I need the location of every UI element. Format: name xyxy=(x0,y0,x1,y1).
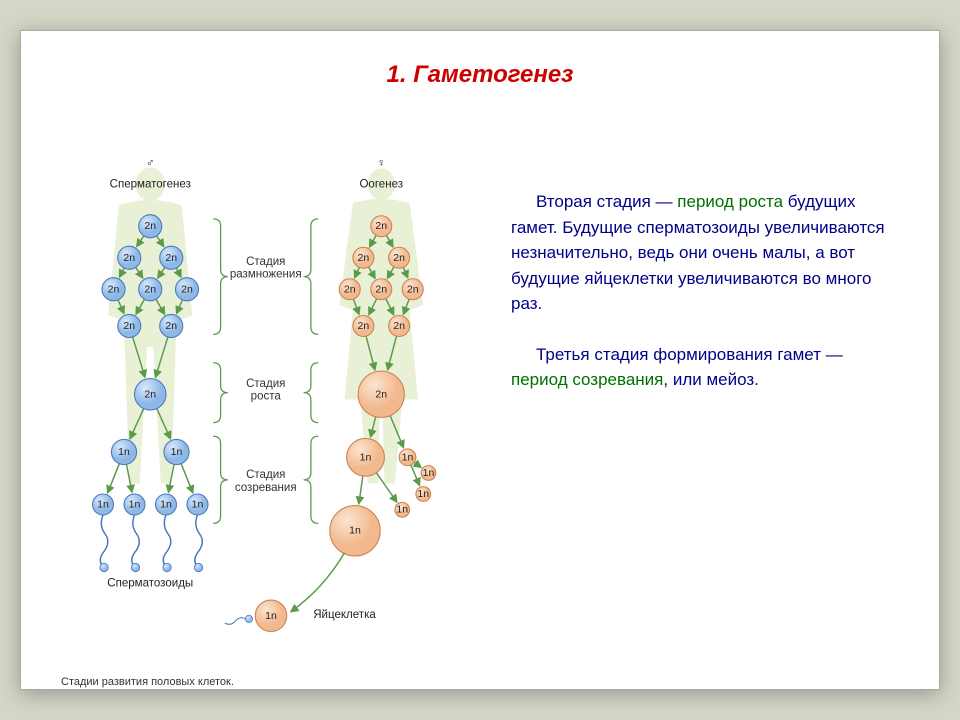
page-title: 1. Гаметогенез xyxy=(61,61,899,89)
svg-text:Стадия: Стадия xyxy=(246,256,285,268)
svg-text:1n: 1n xyxy=(349,525,361,537)
svg-text:2n: 2n xyxy=(344,283,356,295)
svg-text:1n: 1n xyxy=(160,499,172,511)
svg-text:роста: роста xyxy=(251,391,282,403)
svg-text:2n: 2n xyxy=(358,320,370,332)
svg-text:1n: 1n xyxy=(97,499,109,511)
svg-text:Яйцеклетка: Яйцеклетка xyxy=(313,609,376,621)
p1-highlight: период роста xyxy=(677,192,783,211)
svg-text:2n: 2n xyxy=(108,283,120,295)
svg-text:1n: 1n xyxy=(402,451,414,463)
svg-text:2n: 2n xyxy=(144,388,156,400)
svg-text:2n: 2n xyxy=(393,320,405,332)
p2-highlight: период созревания xyxy=(511,370,663,389)
svg-text:1n: 1n xyxy=(417,488,429,500)
svg-text:размножения: размножения xyxy=(230,269,302,281)
p2-post: , или мейоз. xyxy=(663,370,759,389)
svg-text:2n: 2n xyxy=(407,283,419,295)
svg-text:2n: 2n xyxy=(375,220,387,232)
svg-text:2n: 2n xyxy=(181,283,193,295)
svg-text:Стадия: Стадия xyxy=(246,378,285,390)
svg-text:2n: 2n xyxy=(165,252,177,264)
svg-text:2n: 2n xyxy=(165,320,177,332)
svg-text:2n: 2n xyxy=(144,220,156,232)
svg-text:1n: 1n xyxy=(192,499,204,511)
svg-text:1n: 1n xyxy=(171,446,183,458)
svg-text:1n: 1n xyxy=(423,467,435,479)
text-column: Вторая стадия — период роста будущих гам… xyxy=(511,109,899,688)
svg-text:1n: 1n xyxy=(118,446,130,458)
paragraph-2: Третья стадия формирования гамет — перио… xyxy=(511,342,899,393)
svg-text:1n: 1n xyxy=(265,610,277,622)
svg-text:Сперматогенез: Сперматогенез xyxy=(110,178,191,190)
svg-text:Сперматозоиды: Сперматозоиды xyxy=(107,577,193,589)
paragraph-1: Вторая стадия — период роста будущих гам… xyxy=(511,189,899,317)
svg-text:2n: 2n xyxy=(123,320,135,332)
svg-text:♂: ♂ xyxy=(146,157,155,169)
svg-text:2n: 2n xyxy=(123,252,135,264)
svg-text:2n: 2n xyxy=(375,283,387,295)
svg-text:2n: 2n xyxy=(144,283,156,295)
svg-text:1n: 1n xyxy=(129,499,141,511)
p1-pre: Вторая стадия — xyxy=(536,192,677,211)
diagram-column: ♂Сперматогенез♀ОогенезСтадияразмноженияС… xyxy=(61,109,481,688)
svg-text:♀: ♀ xyxy=(377,157,386,169)
svg-text:созревания: созревания xyxy=(235,482,297,494)
svg-text:Стадия: Стадия xyxy=(246,469,285,481)
diagram-caption: Стадии развития половых клеток. xyxy=(61,676,481,688)
svg-text:2n: 2n xyxy=(393,252,405,264)
svg-text:1n: 1n xyxy=(396,504,408,516)
svg-text:1n: 1n xyxy=(360,451,372,463)
content-row: ♂Сперматогенез♀ОогенезСтадияразмноженияС… xyxy=(61,109,899,688)
svg-text:2n: 2n xyxy=(375,388,387,400)
p2-pre: Третья стадия формирования гамет — xyxy=(536,345,843,364)
svg-text:2n: 2n xyxy=(358,252,370,264)
svg-text:Оогенез: Оогенез xyxy=(359,178,403,190)
slide: 1. Гаметогенез xyxy=(20,30,940,690)
gametogenesis-diagram: ♂Сперматогенез♀ОогенезСтадияразмноженияС… xyxy=(61,109,481,669)
